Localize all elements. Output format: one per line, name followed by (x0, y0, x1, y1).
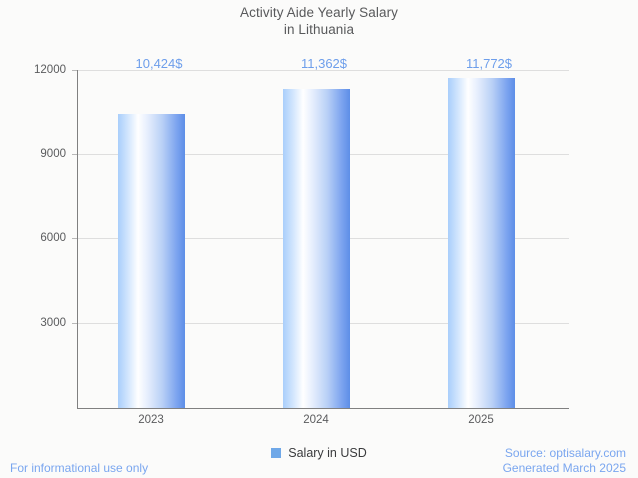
y-axis-label-12000: 12000 (34, 64, 66, 76)
y-axis-line (77, 70, 78, 409)
y-axis-label-6000: 6000 (40, 232, 66, 244)
bar-value-label-2024: 11,362$ (300, 56, 348, 71)
bar-2024[interactable] (283, 89, 350, 408)
chart-title: Activity Aide Yearly Salary in Lithuania (0, 4, 638, 38)
legend-swatch-icon (271, 448, 282, 458)
bar-2025[interactable] (448, 78, 515, 408)
footer-source-block: Source: optisalary.com Generated March 2… (503, 446, 626, 476)
tick-mark-6000 (72, 238, 78, 239)
y-axis-label-3000: 3000 (40, 317, 66, 329)
footer-generated-date: Generated March 2025 (502, 461, 626, 475)
tick-mark-9000 (72, 154, 78, 155)
tick-mark-12000 (72, 70, 78, 71)
gridline-12000 (78, 70, 569, 71)
x-axis-label-2023: 2023 (138, 414, 164, 426)
chart-legend: Salary in USD (0, 446, 638, 460)
bar-value-label-2025: 11,772$ (465, 56, 513, 71)
chart-title-line-1: Activity Aide Yearly Salary (239, 5, 399, 20)
x-axis-label-2024: 2024 (303, 414, 329, 426)
tick-mark-3000 (72, 323, 78, 324)
chart-title-line-2: in Lithuania (283, 22, 355, 37)
footer-disclaimer: For informational use only (10, 461, 149, 475)
bar-value-label-2023: 10,424$ (135, 56, 183, 71)
x-axis-label-2025: 2025 (468, 414, 494, 426)
bar-2023[interactable] (118, 114, 185, 408)
x-axis-line (77, 408, 569, 409)
legend-item-salary-in-usd[interactable]: Salary in USD (288, 446, 367, 460)
footer-source: Source: optisalary.com (504, 446, 626, 460)
y-axis-label-9000: 9000 (40, 148, 66, 160)
